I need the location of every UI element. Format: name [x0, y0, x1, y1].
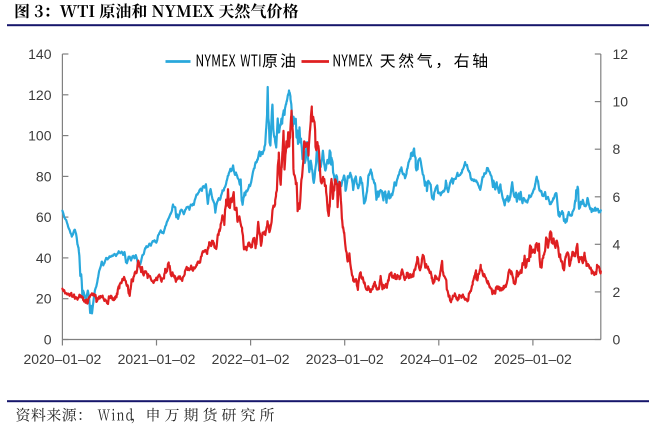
svg-text:100: 100 — [28, 128, 52, 144]
svg-text:0: 0 — [613, 332, 621, 348]
svg-text:2025–01–02: 2025–01–02 — [494, 351, 572, 367]
svg-text:6: 6 — [613, 189, 621, 205]
svg-text:10: 10 — [613, 94, 629, 110]
svg-text:2022–01–02: 2022–01–02 — [212, 351, 290, 367]
svg-text:2023–01–02: 2023–01–02 — [306, 351, 384, 367]
svg-text:8: 8 — [613, 141, 621, 157]
svg-text:12: 12 — [613, 46, 629, 62]
svg-text:60: 60 — [36, 209, 52, 225]
svg-text:0: 0 — [44, 332, 52, 348]
svg-text:80: 80 — [36, 168, 52, 184]
svg-text:2020–01–02: 2020–01–02 — [23, 351, 101, 367]
svg-text:140: 140 — [28, 46, 52, 62]
svg-text:40: 40 — [36, 250, 52, 266]
svg-text:20: 20 — [36, 291, 52, 307]
svg-text:120: 120 — [28, 87, 52, 103]
svg-text:2024–01–02: 2024–01–02 — [400, 351, 478, 367]
svg-text:4: 4 — [613, 236, 621, 252]
svg-text:2021–01–02: 2021–01–02 — [118, 351, 196, 367]
svg-text:2: 2 — [613, 284, 621, 300]
